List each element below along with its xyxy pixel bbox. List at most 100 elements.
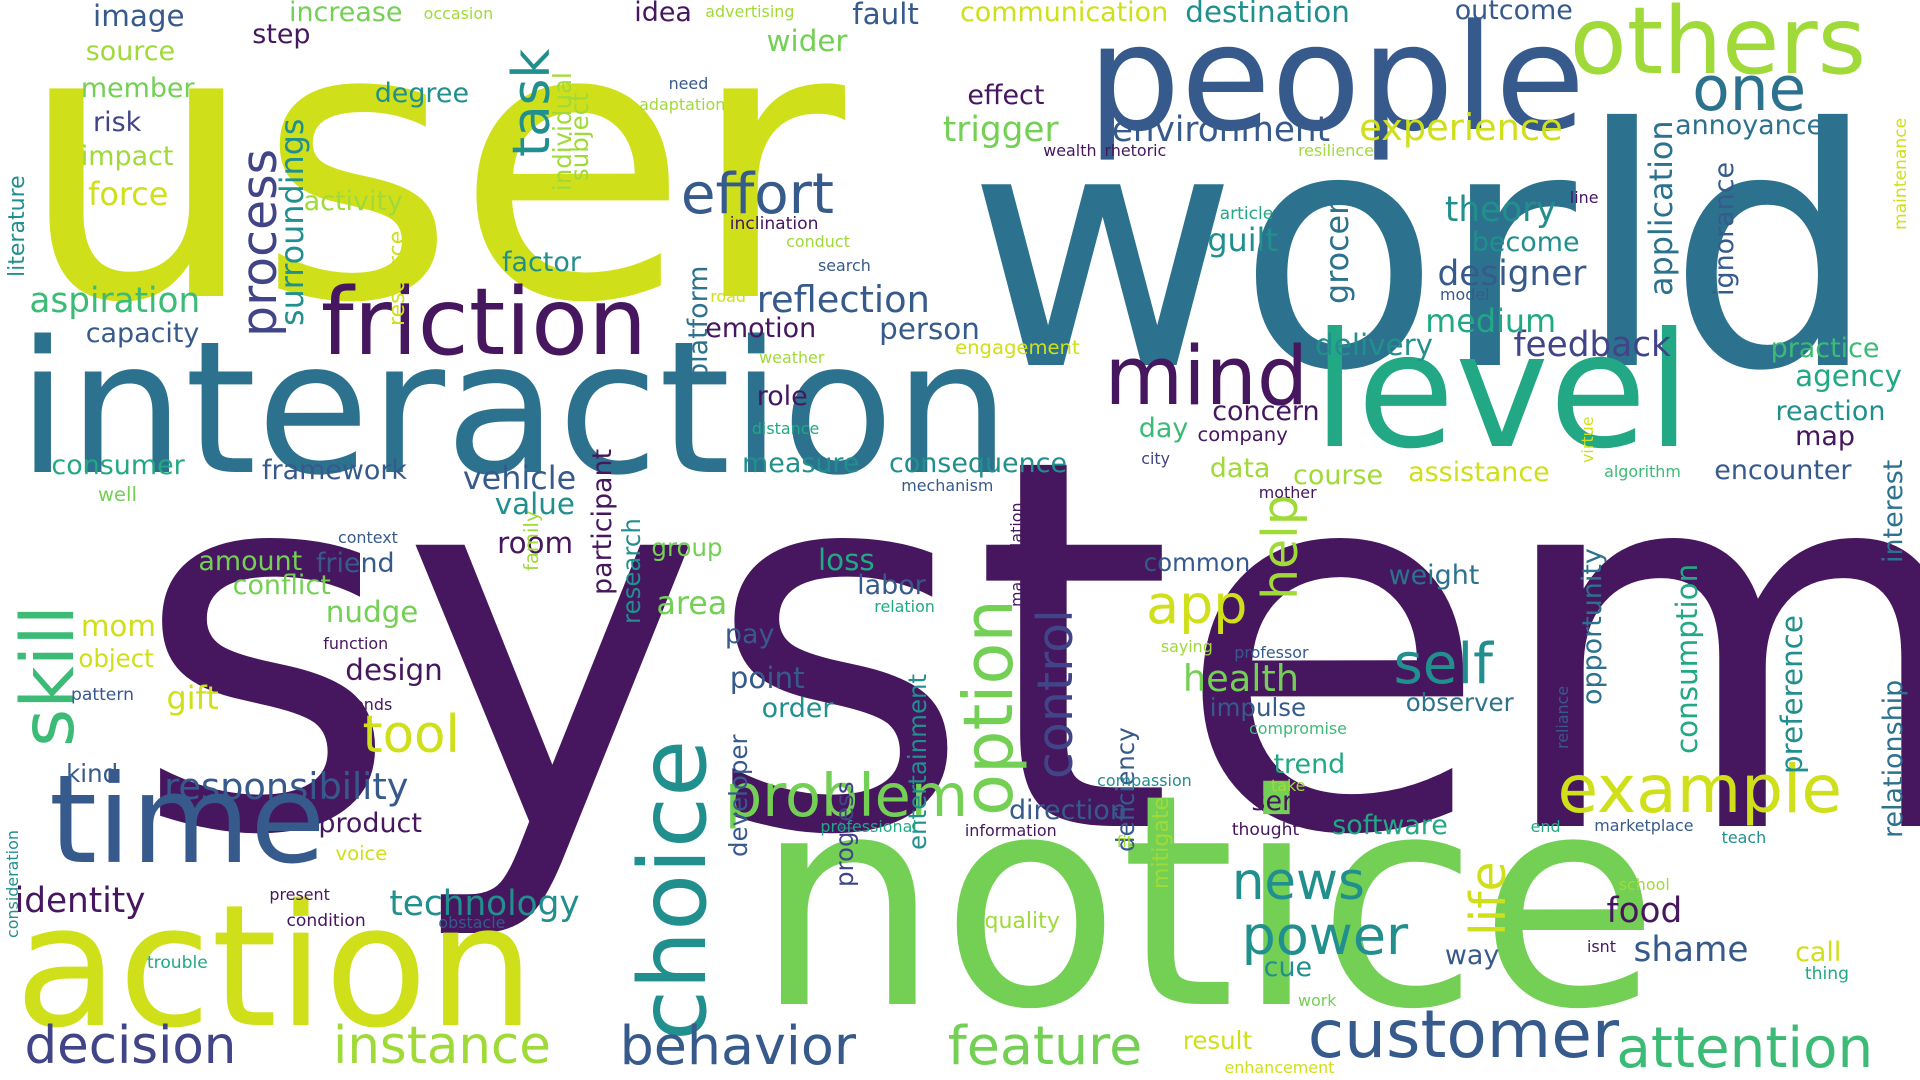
cloud-word: consumption: [1669, 564, 1704, 755]
cloud-word: take: [1271, 775, 1306, 795]
cloud-word: fault: [852, 0, 919, 31]
cloud-word: food: [1606, 890, 1683, 931]
cloud-word: others: [1569, 0, 1867, 96]
cloud-word: tends: [347, 694, 393, 714]
cloud-word: effect: [967, 80, 1045, 112]
cloud-word: help: [1252, 494, 1310, 600]
cloud-word: way: [1444, 939, 1500, 971]
cloud-word: resource: [384, 230, 410, 326]
cloud-word: app: [1146, 572, 1248, 636]
cloud-word: pay: [724, 619, 775, 651]
cloud-word: compassion: [1097, 770, 1192, 790]
cloud-word: advertising: [705, 1, 795, 21]
cloud-word: course: [1293, 459, 1384, 491]
cloud-word: theory: [1444, 190, 1557, 231]
cloud-word: member: [80, 72, 195, 104]
cloud-word: annoyance: [1675, 109, 1824, 141]
cloud-word: information: [964, 820, 1057, 840]
cloud-word: impulse: [1209, 692, 1307, 722]
cloud-word: maintenance: [1891, 118, 1912, 231]
cloud-word: action: [14, 867, 535, 1065]
cloud-word: world: [967, 57, 1878, 443]
cloud-word: conflict: [232, 570, 331, 602]
cloud-word: step: [252, 19, 311, 51]
cloud-word: professor: [1234, 643, 1309, 663]
cloud-word: shame: [1633, 930, 1749, 971]
cloud-word: effort: [680, 161, 834, 227]
cloud-word: adaptation: [639, 94, 726, 114]
cloud-word: value: [494, 486, 575, 521]
cloud-word: reliance: [1553, 686, 1573, 750]
cloud-word: encounter: [1714, 454, 1852, 486]
cloud-word: attention: [1616, 1016, 1874, 1080]
cloud-word: pattern: [71, 684, 134, 705]
cloud-word: road: [710, 286, 746, 306]
cloud-word: direction: [1008, 795, 1127, 827]
cloud-word: search: [817, 256, 871, 276]
cloud-word: activity: [303, 185, 403, 217]
cloud-word: factor: [502, 246, 581, 278]
cloud-word: consumer: [51, 450, 185, 482]
cloud-word: enhancement: [1224, 1058, 1335, 1078]
cloud-word: need: [668, 73, 709, 93]
cloud-word: news: [1231, 852, 1365, 913]
cloud-word: condition: [286, 911, 366, 932]
cloud-word: loss: [817, 543, 875, 578]
cloud-word: degree: [374, 77, 470, 109]
cloud-word: group: [651, 533, 723, 563]
cloud-word: interaction: [17, 303, 1011, 517]
cloud-word: family: [519, 510, 543, 571]
cloud-word: outcome: [1454, 0, 1573, 26]
cloud-word: subject: [565, 92, 595, 182]
cloud-word: health: [1182, 657, 1300, 701]
cloud-word: risk: [93, 107, 142, 139]
cloud-word: surroundings: [272, 118, 311, 326]
cloud-word: responsibility: [164, 764, 409, 808]
cloud-word: research: [616, 518, 646, 625]
cloud-word: nudge: [325, 594, 419, 629]
cloud-word: destination: [1185, 0, 1350, 29]
cloud-word: algorithm: [1604, 462, 1681, 482]
cloud-word: system: [132, 349, 1920, 948]
cloud-word: mom: [80, 609, 157, 644]
cloud-word: consequence: [888, 447, 1068, 479]
cloud-word: problem: [724, 760, 969, 830]
cloud-word: instance: [333, 1016, 551, 1077]
cloud-word: preference: [1774, 614, 1809, 774]
cloud-word: article: [1219, 203, 1274, 224]
cloud-word: present: [269, 884, 330, 904]
cloud-word: vehicle: [462, 458, 577, 497]
cloud-word: mind: [1104, 329, 1309, 424]
cloud-word: day: [1138, 413, 1189, 445]
cloud-word: amount: [198, 545, 303, 577]
cloud-word: customer: [1307, 995, 1620, 1073]
cloud-word: technology: [389, 883, 580, 924]
cloud-word: weather: [759, 348, 825, 368]
cloud-word: labor: [857, 570, 926, 602]
cloud-word: communication: [960, 0, 1169, 28]
cloud-word: relation: [874, 596, 935, 616]
cloud-word: point: [729, 660, 805, 695]
cloud-word: quality: [984, 909, 1060, 935]
cloud-word: weight: [1388, 560, 1480, 592]
cloud-word: user: [17, 0, 846, 386]
cloud-word: reflection: [756, 277, 930, 321]
cloud-word: notice: [754, 731, 1660, 1074]
cloud-word: line: [1569, 187, 1599, 207]
cloud-word: engagement: [955, 335, 1080, 359]
cloud-word: voice: [335, 841, 388, 865]
cloud-word: choice: [618, 739, 727, 1041]
cloud-word: occasion: [423, 4, 494, 24]
cloud-word: common: [1143, 548, 1251, 578]
cloud-word: observer: [1405, 687, 1514, 717]
cloud-word: delivery: [1315, 327, 1434, 362]
cloud-word: isnt: [1586, 937, 1616, 957]
cloud-word: trigger: [942, 109, 1059, 150]
cloud-word: virtue: [1577, 416, 1597, 463]
cloud-word: application: [1641, 120, 1680, 297]
cloud-word: map: [1795, 420, 1855, 452]
cloud-word: thing: [1804, 964, 1849, 985]
cloud-word: saying: [1160, 637, 1213, 657]
cloud-word: manipulation: [1006, 502, 1026, 608]
